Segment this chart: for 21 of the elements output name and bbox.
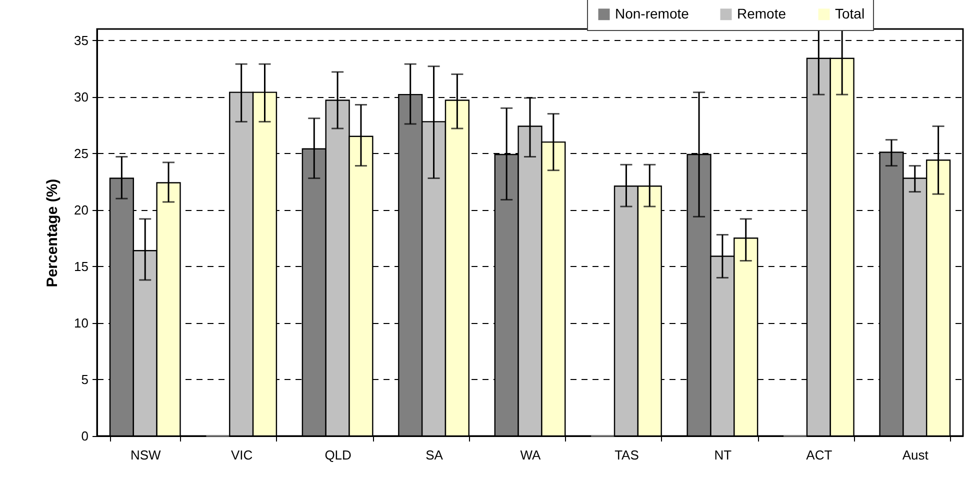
x-tick-label: NT [714, 448, 732, 462]
x-tick-label: Aust [902, 448, 929, 462]
y-tick-label: 5 [81, 372, 88, 387]
y-tick-label: 10 [74, 315, 88, 330]
legend-label: Non-remote [615, 5, 690, 22]
legend-label: Total [835, 5, 865, 22]
y-tick-label: 30 [74, 89, 88, 104]
x-tick-label: SA [426, 448, 444, 462]
y-axis-title: Percentage (%) [44, 178, 62, 288]
x-tick-label: ACT [806, 448, 832, 462]
x-tick-label: QLD [324, 448, 352, 462]
x-tick-label: NSW [130, 448, 162, 462]
y-tick-label: 35 [74, 32, 88, 48]
y-tick-label: 20 [74, 202, 88, 218]
x-tick-label: WA [520, 448, 542, 462]
x-tick-label: VIC [230, 448, 253, 462]
y-tick-label: 0 [81, 428, 88, 444]
legend-label: Remote [737, 5, 786, 22]
y-tick-label: 15 [74, 258, 88, 274]
y-tick-label: 25 [74, 146, 88, 161]
x-tick-label: TAS [614, 448, 640, 462]
